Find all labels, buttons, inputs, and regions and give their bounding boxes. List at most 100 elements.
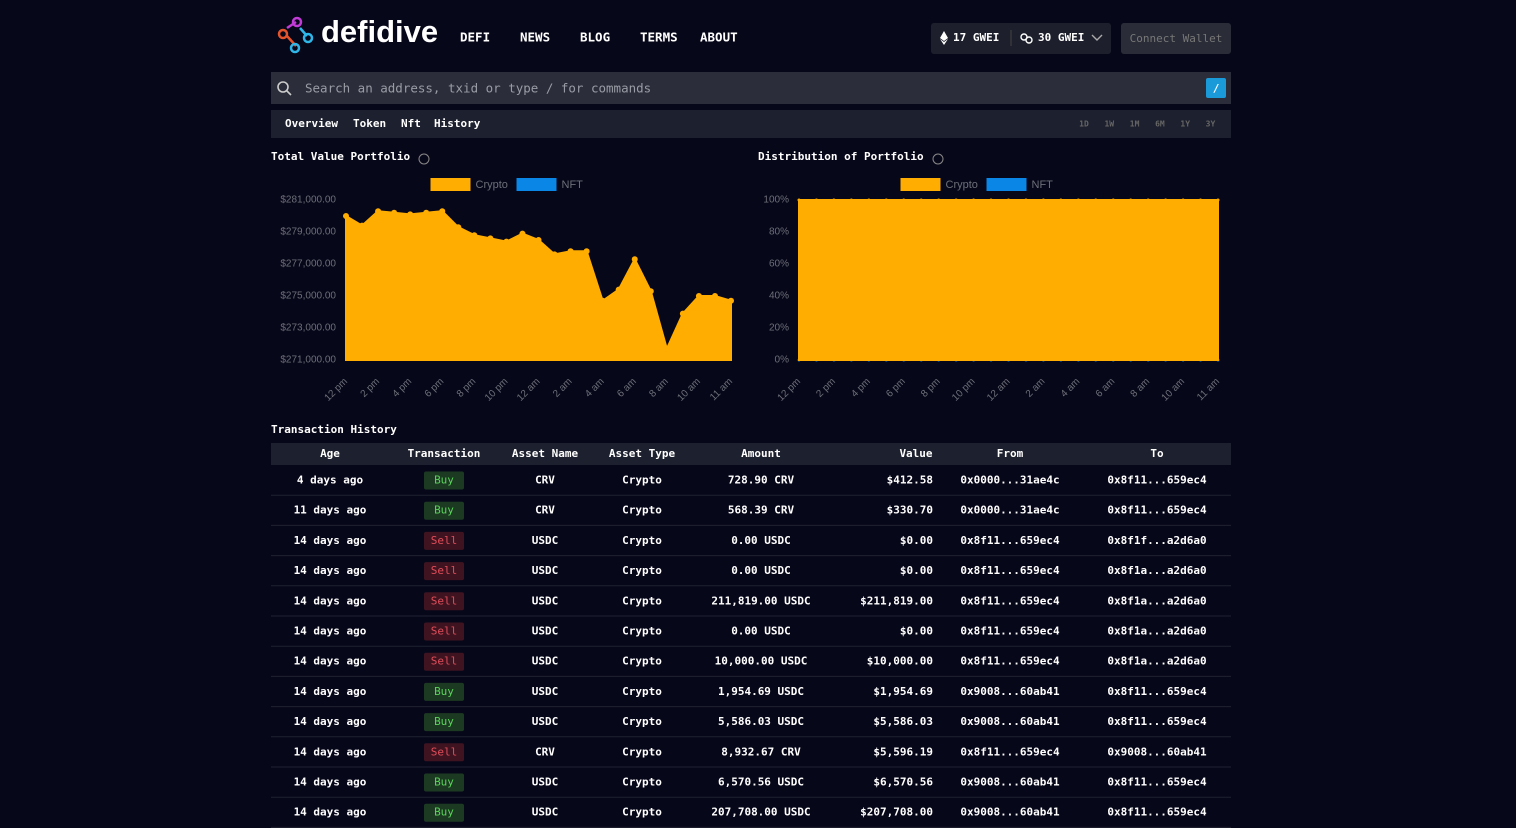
column-header: Transaction xyxy=(408,447,481,460)
table-cell: Crypto xyxy=(622,474,662,487)
table-cell: 0x9008...60ab41 xyxy=(960,685,1060,698)
info-icon xyxy=(932,153,944,165)
point xyxy=(663,345,670,352)
table-cell: 0x8f1a...a2d6a0 xyxy=(1107,594,1206,607)
point xyxy=(954,198,958,202)
tab[interactable]: History xyxy=(434,117,481,130)
badge xyxy=(424,773,464,792)
point xyxy=(343,213,349,219)
table-cell: 0x9008...60ab41 xyxy=(1107,745,1207,758)
table-cell: 0x8f11...659ec4 xyxy=(960,594,1060,607)
eth-icon xyxy=(940,31,948,45)
table-cell: 0x8f11...659ec4 xyxy=(960,655,1060,668)
tab[interactable]: Nft xyxy=(401,117,421,130)
search-bar[interactable] xyxy=(271,72,1231,104)
table-cell: USDC xyxy=(532,655,559,668)
chevron xyxy=(1091,34,1103,41)
table-cell: USDC xyxy=(532,534,559,547)
badge xyxy=(424,531,464,550)
range-option[interactable]: 1M xyxy=(1130,120,1140,129)
table-cell: USDC xyxy=(532,776,559,789)
point xyxy=(1129,198,1133,202)
table-cell: USDC xyxy=(532,594,559,607)
info-icon xyxy=(418,153,430,165)
table-cell: $5,586.03 xyxy=(873,715,933,728)
range-option[interactable]: 1D xyxy=(1079,120,1089,129)
point xyxy=(1181,198,1185,202)
range-option[interactable]: 6M xyxy=(1155,120,1165,129)
badge-label: Buy xyxy=(434,474,454,487)
brand[interactable]: defidive xyxy=(321,14,438,49)
connect-button[interactable] xyxy=(1121,23,1231,54)
table-cell: USDC xyxy=(532,715,559,728)
badge-label: Sell xyxy=(431,655,458,668)
y-tick-label: 100% xyxy=(763,195,789,206)
y-tick-label: $277,000.00 xyxy=(280,259,336,270)
point xyxy=(902,198,906,202)
table-cell: $10,000.00 xyxy=(867,655,933,668)
point xyxy=(439,208,446,215)
table-cell: 0.00 USDC xyxy=(731,534,791,547)
nav-item[interactable]: BLOG xyxy=(580,30,610,45)
point xyxy=(455,224,462,231)
table-cell: 4 days ago xyxy=(297,474,364,487)
table-cell: USDC xyxy=(532,806,559,819)
point xyxy=(814,198,818,202)
point xyxy=(599,297,606,304)
y-tick-label: $279,000.00 xyxy=(280,227,336,238)
table-cell: Crypto xyxy=(622,534,662,547)
badge xyxy=(424,652,464,671)
point xyxy=(1094,198,1098,202)
shortcut-key[interactable] xyxy=(1206,78,1226,98)
table-cell: 0.00 USDC xyxy=(731,564,791,577)
point xyxy=(359,222,366,229)
range-option[interactable]: 3Y xyxy=(1206,120,1216,129)
point xyxy=(407,211,414,218)
badge xyxy=(424,501,464,520)
point xyxy=(1216,198,1220,202)
table-cell: 211,819.00 USDC xyxy=(711,594,810,607)
badge xyxy=(424,682,464,701)
table-cell: 8,932.67 CRV xyxy=(721,745,801,758)
legend-label: NFT xyxy=(1032,179,1054,191)
point xyxy=(867,198,871,202)
range-option[interactable]: 1Y xyxy=(1180,120,1190,129)
point xyxy=(1059,198,1063,202)
table-header xyxy=(271,443,1231,465)
point xyxy=(647,288,654,295)
nav-item[interactable]: ABOUT xyxy=(700,30,738,45)
table-cell: $5,596.19 xyxy=(873,745,933,758)
legend-swatch xyxy=(986,178,1027,191)
point xyxy=(1041,198,1045,202)
table-cell: $0.00 xyxy=(900,625,933,638)
table-cell: 0x9008...60ab41 xyxy=(960,776,1060,789)
tab[interactable]: Overview xyxy=(285,117,338,130)
y-tick-label: $275,000.00 xyxy=(280,291,336,302)
point xyxy=(375,208,382,215)
badge-label: Buy xyxy=(434,806,454,819)
table-cell: 0x8f11...659ec4 xyxy=(960,625,1060,638)
nav-item[interactable]: DEFI xyxy=(460,30,490,45)
point xyxy=(1024,198,1028,202)
range-option[interactable]: 1W xyxy=(1104,120,1114,129)
table-cell: 1,954.69 USDC xyxy=(718,685,804,698)
legend-label: Crypto xyxy=(946,179,978,191)
table-cell: $0.00 xyxy=(900,534,933,547)
table-cell: 0x8f11...659ec4 xyxy=(1107,685,1207,698)
table-cell: $6,570.56 xyxy=(873,776,933,789)
table-cell: 0x8f11...659ec4 xyxy=(960,534,1060,547)
table-cell: 0x8f11...659ec4 xyxy=(960,564,1060,577)
point xyxy=(551,251,558,258)
table-cell: 10,000.00 USDC xyxy=(715,655,808,668)
nav-item[interactable]: NEWS xyxy=(520,30,550,45)
nav-item[interactable]: TERMS xyxy=(640,30,678,45)
tab-bar xyxy=(271,110,1231,138)
tab[interactable]: Token xyxy=(353,117,386,130)
table-cell: 14 days ago xyxy=(294,594,367,607)
table-cell: 0x8f11...659ec4 xyxy=(1107,715,1207,728)
point xyxy=(567,248,574,255)
point xyxy=(471,232,478,239)
table-cell: Crypto xyxy=(622,806,662,819)
badge-label: Sell xyxy=(431,594,458,607)
